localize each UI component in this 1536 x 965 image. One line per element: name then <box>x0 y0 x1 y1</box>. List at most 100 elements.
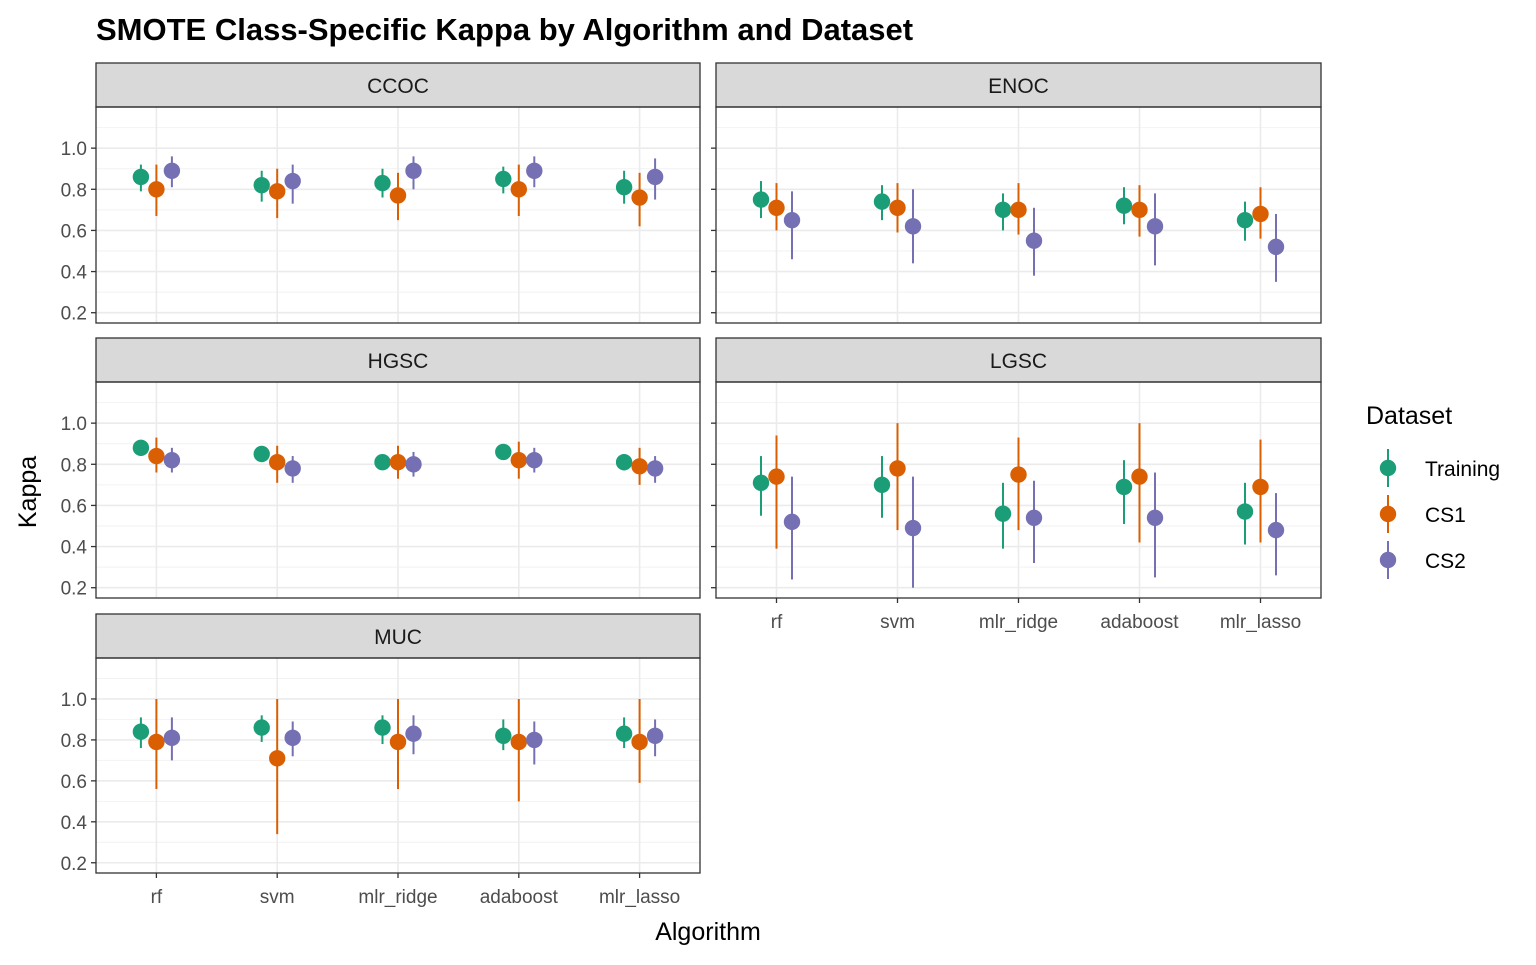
legend-title: Dataset <box>1366 402 1452 430</box>
x-tick-label: rf <box>151 887 163 908</box>
x-tick-label: adaboost <box>1100 612 1179 633</box>
data-point <box>148 447 165 465</box>
data-point <box>615 179 633 196</box>
data-point <box>1236 211 1254 229</box>
data-point <box>994 505 1012 522</box>
legend-key-cs1: CS1 <box>1379 495 1466 533</box>
data-point <box>768 199 785 216</box>
data-point <box>389 187 407 204</box>
data-point <box>495 170 512 188</box>
legend-label: Training <box>1425 458 1500 481</box>
data-point <box>1236 503 1254 520</box>
chart-title: SMOTE Class-Specific Kappa by Algorithm … <box>96 12 913 47</box>
data-point <box>526 731 543 749</box>
data-point <box>132 439 150 457</box>
data-point <box>374 454 391 471</box>
data-point <box>1115 478 1133 496</box>
data-point <box>1146 218 1164 235</box>
y-tick-label: 0.2 <box>61 304 87 325</box>
data-point <box>1025 509 1043 526</box>
panel-border <box>95 381 701 599</box>
data-point <box>783 513 801 531</box>
legend-key-training: Training <box>1379 449 1500 487</box>
y-tick-label: 0.6 <box>61 496 87 517</box>
data-point <box>873 193 891 210</box>
facet-strip <box>715 337 1322 383</box>
y-tick-label: 1.0 <box>61 690 87 711</box>
data-point <box>163 162 181 179</box>
data-point <box>253 445 270 463</box>
data-point <box>495 727 512 745</box>
legend-key-cs2: CS2 <box>1379 541 1466 579</box>
y-tick-label: 0.8 <box>61 180 87 201</box>
data-point <box>631 733 648 751</box>
facet-panel-enoc: ENOC <box>711 62 1322 324</box>
data-point <box>284 729 301 747</box>
legend-point <box>1379 505 1397 523</box>
data-point <box>646 727 664 745</box>
x-tick-label: svm <box>880 612 915 633</box>
x-tick-label: svm <box>260 887 295 908</box>
x-axis-title: Algorithm <box>655 918 761 946</box>
data-point <box>889 199 906 216</box>
legend-point <box>1379 551 1397 569</box>
y-tick-label: 0.2 <box>61 579 87 600</box>
data-point <box>631 458 648 475</box>
data-point <box>904 519 922 537</box>
y-tick-label: 0.8 <box>61 455 87 476</box>
facet-strip-label: MUC <box>374 626 422 649</box>
facet-panel-muc: MUC 0.2 0.4 0.6 0.8 1.0 <box>61 613 701 878</box>
data-point <box>163 729 181 747</box>
y-tick-label: 0.8 <box>61 731 87 752</box>
data-point <box>284 172 301 190</box>
data-point <box>253 176 270 194</box>
data-point <box>284 460 301 477</box>
data-point <box>389 454 407 471</box>
data-point <box>1010 201 1027 219</box>
data-point <box>752 474 770 491</box>
facet-strip <box>715 62 1322 108</box>
data-point <box>269 750 286 767</box>
panel-border <box>95 106 701 324</box>
data-point <box>405 725 422 742</box>
data-point <box>889 460 906 477</box>
data-point <box>1267 521 1285 539</box>
data-point <box>1115 197 1133 214</box>
data-point <box>132 168 150 186</box>
facet-strip-label: ENOC <box>988 75 1049 98</box>
y-tick-label: 0.4 <box>61 263 88 284</box>
facet-strip <box>95 613 701 659</box>
x-tick-label: mlr_ridge <box>979 612 1058 633</box>
data-point <box>132 723 150 740</box>
data-point <box>163 451 181 469</box>
facet-panel-hgsc: HGSC 0.2 0.4 0.6 0.8 1.0 <box>61 337 701 600</box>
y-tick-label: 1.0 <box>61 139 87 160</box>
x-tick-label: rf <box>771 612 783 633</box>
x-tick-label: mlr_ridge <box>358 887 437 908</box>
data-point <box>405 162 422 179</box>
data-point <box>994 201 1012 219</box>
data-point <box>1146 509 1164 526</box>
facet-panel-ccoc: CCOC 0.2 0.4 0.6 0.8 1.0 <box>61 62 701 325</box>
data-point <box>148 181 165 198</box>
facet-strip-label: CCOC <box>367 75 429 98</box>
x-tick-label: mlr_lasso <box>1220 612 1301 633</box>
data-point <box>631 189 648 206</box>
data-point <box>269 454 286 471</box>
data-point <box>615 454 633 471</box>
legend-point <box>1379 459 1397 477</box>
x-tick-label: mlr_lasso <box>599 887 680 908</box>
y-tick-label: 0.6 <box>61 221 87 242</box>
y-tick-label: 1.0 <box>61 414 87 435</box>
data-point <box>1025 232 1043 249</box>
data-point <box>1252 205 1269 223</box>
data-point <box>374 719 391 736</box>
data-point <box>526 451 543 469</box>
data-point <box>1131 201 1148 219</box>
data-point <box>752 191 770 208</box>
legend: Dataset Training CS1 CS2 <box>1366 402 1500 579</box>
data-point <box>1131 468 1148 485</box>
y-axis-title: Kappa <box>14 456 42 528</box>
x-tick-label: adaboost <box>480 887 559 908</box>
data-point <box>510 451 527 469</box>
